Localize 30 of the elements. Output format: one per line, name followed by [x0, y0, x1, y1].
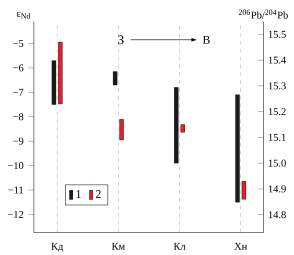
legend-label: 2 — [96, 190, 101, 198]
annotation: В — [202, 36, 210, 44]
y2-tick-label: 15.0 — [268, 160, 286, 167]
y2-tick-label: 14.9 — [268, 185, 286, 192]
y-tick-label: −6 — [13, 64, 24, 72]
y-tick-label: −9 — [13, 138, 24, 145]
x-tick-label: Кл — [174, 242, 186, 250]
x-tick-label: Хн — [234, 242, 248, 250]
y-tick-label: −12 — [8, 210, 24, 218]
y2-tick-label: 15.5 — [268, 30, 286, 38]
y-axis-title: ε$_{Nd}$ — [16, 12, 30, 19]
y2-tick-label: 15.4 — [268, 56, 286, 64]
y2-tick-label: 15.1 — [268, 134, 286, 141]
y2-tick-label: 15.2 — [268, 108, 286, 116]
y2-tick-label: 14.8 — [268, 211, 286, 218]
x-tick-label: Кд — [51, 242, 64, 252]
bar — [174, 87, 178, 164]
bar — [119, 119, 124, 140]
y-tick-label: −11 — [8, 186, 24, 194]
bar — [112, 71, 118, 86]
annotation: З — [118, 35, 124, 44]
x-tick-label: Км — [112, 242, 125, 250]
y-tick-label: −5 — [13, 40, 24, 47]
y2-tick-label: 15.3 — [268, 82, 286, 90]
bar — [180, 124, 185, 132]
y-tick-label: −10 — [8, 162, 24, 169]
legend-label: 1 — [76, 190, 81, 198]
y2-axis-title: $^{206}$Pb/$^{204}$Pb — [238, 10, 288, 19]
y-tick-label: −7 — [13, 88, 24, 96]
y-tick-label: −8 — [13, 113, 24, 120]
